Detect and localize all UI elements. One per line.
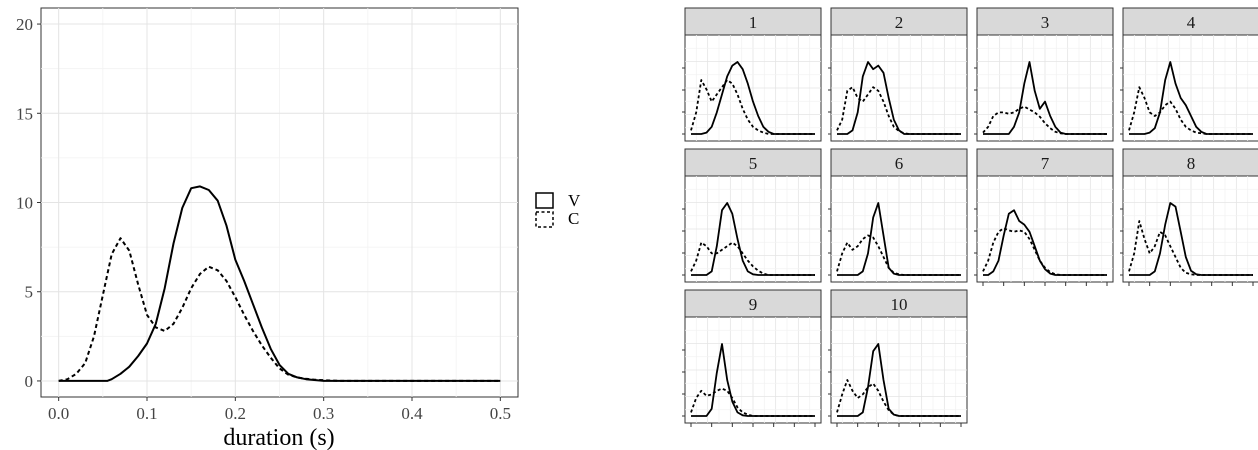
facet-label: 10 [891, 295, 908, 314]
facet-series-line-c [836, 234, 961, 276]
x-axis-title: duration (s) [223, 425, 334, 450]
facet-label: 3 [1041, 13, 1050, 32]
main-y-axis: 0 5 10 15 20 [16, 15, 41, 391]
facet-panel: 10 [828, 289, 968, 427]
x-tick-label: 0.5 [490, 404, 511, 423]
facet-label: 1 [749, 13, 758, 32]
legend-label-c: C [568, 209, 579, 228]
facet-series-line-c [690, 241, 815, 276]
x-tick-label: 0.1 [136, 404, 157, 423]
facet-label: 9 [749, 295, 758, 314]
facet-panel: 4 [1120, 7, 1258, 142]
main-series-layer [58, 185, 501, 382]
facet-strip [976, 148, 1114, 177]
x-tick-label: 0.2 [225, 404, 246, 423]
facet-series-line-c [982, 227, 1107, 276]
facet-panel: 8 [1120, 148, 1258, 286]
facet-series-line-c [690, 79, 815, 135]
legend-key-c [535, 211, 554, 228]
y-tick-label: 20 [16, 15, 33, 34]
x-tick-label: 0.3 [313, 404, 334, 423]
x-tick-label: 0.4 [401, 404, 423, 423]
facet-panel: 9 [682, 289, 822, 427]
legend-label-v: V [568, 191, 581, 210]
facet-series-line-v [983, 61, 1107, 135]
facet-series-line-c [690, 387, 815, 417]
facet-strip [684, 148, 822, 177]
x-tick-label: 0.0 [48, 404, 69, 423]
main-grid [41, 8, 518, 397]
facet-panel: 5 [682, 148, 822, 283]
y-tick-label: 10 [16, 194, 33, 213]
facet-series-line-c [836, 379, 961, 417]
facet-series-line-c [1128, 220, 1253, 276]
series-line-v [58, 185, 501, 382]
facet-panel: 7 [974, 148, 1114, 286]
y-tick-label: 15 [16, 104, 33, 123]
facet-strip [830, 289, 968, 318]
facet-label: 8 [1187, 154, 1196, 173]
main-x-axis: 0.0 0.1 0.2 0.3 0.4 0.5 [48, 397, 511, 423]
facet-label: 5 [749, 154, 758, 173]
facet-panel: 6 [828, 148, 968, 283]
facet-label: 7 [1041, 154, 1050, 173]
facet-panel: 2 [828, 7, 968, 142]
main-density-chart: 0 5 10 15 20 0.0 0.1 0.2 0.3 0.4 0.5 duration (s) [16, 7, 519, 450]
y-tick-label: 0 [25, 372, 34, 391]
facet-grid: 1 2 3 4 5 6 7 8 9 10 [682, 7, 1258, 427]
facet-panel: 1 [682, 7, 822, 142]
facet-label: 4 [1187, 13, 1196, 32]
y-tick-label: 5 [25, 283, 34, 302]
facet-strip [1122, 7, 1258, 36]
facet-strip [684, 7, 822, 36]
legend-item-v: V [535, 191, 581, 210]
legend-key-v [535, 192, 554, 209]
series-line-c [58, 237, 501, 382]
facet-label: 2 [895, 13, 904, 32]
facet-panel: 3 [974, 7, 1114, 142]
facet-series-line-c [836, 86, 961, 135]
legend: V C [535, 191, 581, 228]
legend-item-c: C [535, 209, 579, 228]
facet-label: 6 [895, 154, 904, 173]
facet-strip [830, 148, 968, 177]
facet-strip [976, 7, 1114, 36]
facet-strip [830, 7, 968, 36]
facet-series-line-c [1128, 86, 1253, 135]
